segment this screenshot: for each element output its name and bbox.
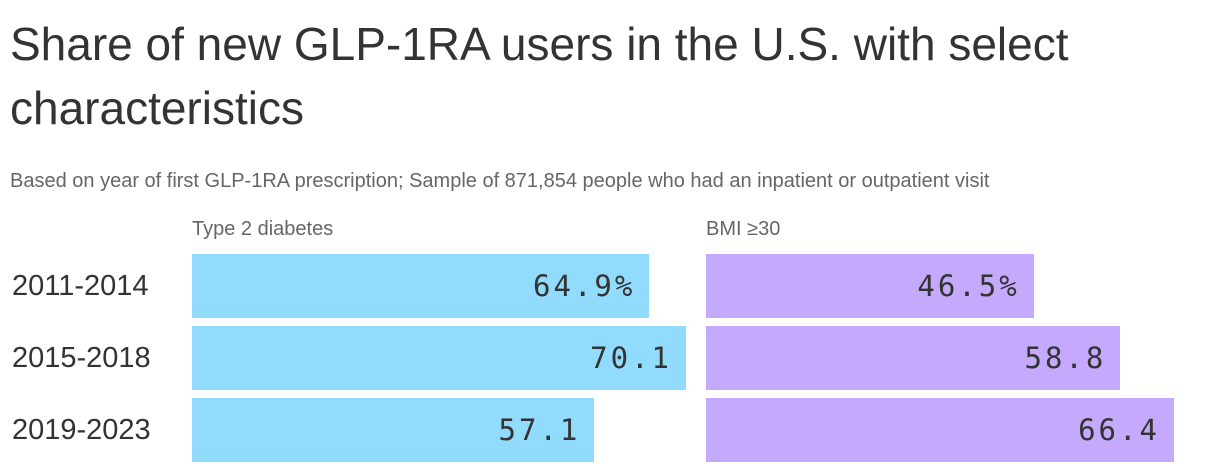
- bar: [706, 326, 1121, 390]
- data-label: 57.1: [498, 413, 581, 447]
- data-label: 64.9%: [533, 269, 636, 303]
- category-label: 2015-2018: [12, 342, 151, 374]
- panel-label-type-2-diabetes: Type 2 diabetes: [192, 218, 334, 240]
- chart-title: Share of new GLP-1RA users in the U.S. w…: [10, 18, 1069, 134]
- bar: [706, 254, 1034, 318]
- bar: [192, 254, 650, 318]
- data-label: 66.4: [1078, 413, 1160, 447]
- data-label: 58.8: [1024, 341, 1107, 375]
- data-label: 70.1: [590, 341, 672, 375]
- category-label: 2019-2023: [12, 414, 151, 446]
- category-label: 2011-2014: [12, 270, 149, 302]
- bar: [192, 398, 595, 462]
- bar: [192, 326, 686, 390]
- chart-subtitle: Based on year of first GLP-1RA prescript…: [10, 170, 990, 192]
- data-label: 46.5%: [917, 269, 1020, 303]
- panel-label-bmi: BMI ≥30: [706, 218, 781, 240]
- bar: [706, 398, 1174, 462]
